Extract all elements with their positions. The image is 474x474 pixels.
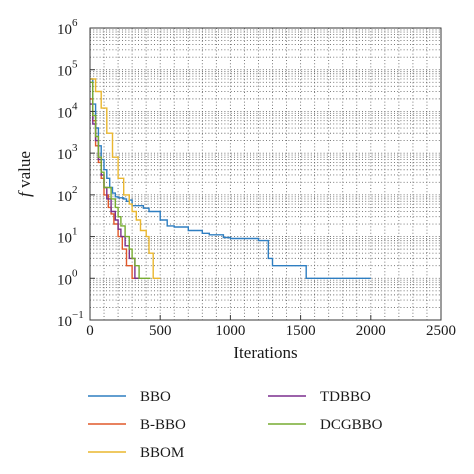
legend-label-b-bbo: B-BBO [140,417,186,433]
y-tick-label: 103 [57,142,78,163]
y-tick-exponent: 1 [72,226,78,238]
plot-frame [89,27,442,321]
y-tick-exponent: 0 [72,267,78,279]
y-tick-label: 106 [57,17,78,38]
x-axis-title: Iterations [233,343,297,362]
y-tick-base: 10 [57,314,72,330]
y-tick-base: 10 [57,105,72,121]
x-tick-label: 2000 [356,323,386,339]
y-tick-label: 102 [57,184,78,205]
y-tick-label: 10−1 [57,309,84,330]
y-tick-base: 10 [57,22,72,38]
y-tick-exponent: 6 [72,17,78,29]
y-tick-base: 10 [57,272,72,288]
legend-label-tdbbo: TDBBO [320,389,371,405]
y-tick-exponent: 5 [72,59,78,71]
series-line-tdbbo [90,103,140,279]
y-tick-exponent: −1 [72,309,84,321]
x-tick-label: 500 [149,323,172,339]
y-tick-label: 104 [57,100,78,121]
y-axis-title-f: f [15,190,34,197]
series-line-bbom [90,78,161,279]
legend-label-bbo: BBO [140,389,171,405]
x-tick-label: 1500 [286,323,316,339]
y-tick-label: 101 [57,226,78,247]
y-tick-base: 10 [57,189,72,205]
y-tick-exponent: 2 [72,184,78,196]
series-line-dcgbbo [90,81,151,279]
y-tick-base: 10 [57,64,72,80]
legend-label-dcgbbo: DCGBBO [320,417,383,433]
x-tick-label: 2500 [426,323,456,339]
legend-label-bbom: BBOM [140,445,184,461]
y-tick-exponent: 3 [72,142,78,154]
series-lines [90,78,371,279]
x-tick-labels: 0 500 1000 1500 2000 2500 [86,323,456,339]
y-tick-base: 10 [57,147,72,163]
y-axis-title-value: value [15,151,34,192]
legend: BBO B-BBO BBOM TDBBO DCGBBO [88,389,383,461]
y-tick-label: 105 [57,59,78,80]
series-line-bbo [90,78,371,279]
y-tick-label: 100 [57,267,78,288]
grid-lines [90,28,441,320]
y-tick-base: 10 [57,231,72,247]
y-tick-exponent: 4 [72,100,78,112]
x-tick-label: 1000 [215,323,245,339]
tick-marks [89,27,442,321]
x-tick-label: 0 [86,323,94,339]
y-axis-title: f value [15,151,34,197]
